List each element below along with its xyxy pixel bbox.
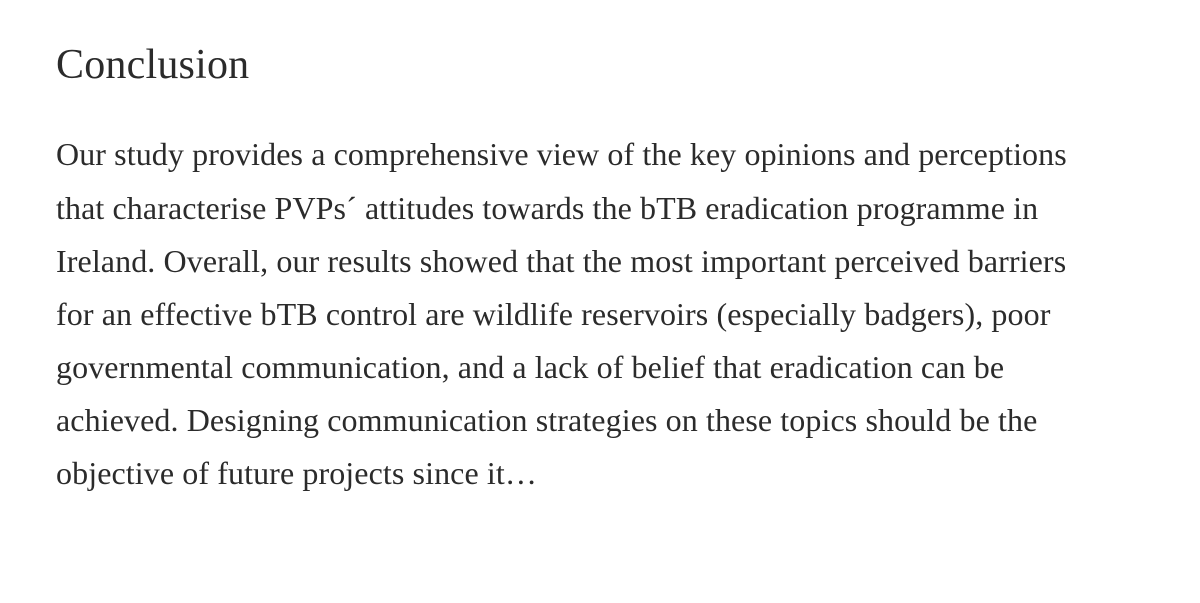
conclusion-paragraph: Our study provides a comprehensive view … (56, 128, 1096, 500)
section-heading-conclusion: Conclusion (56, 40, 1144, 90)
document-page: Conclusion Our study provides a comprehe… (0, 0, 1200, 500)
